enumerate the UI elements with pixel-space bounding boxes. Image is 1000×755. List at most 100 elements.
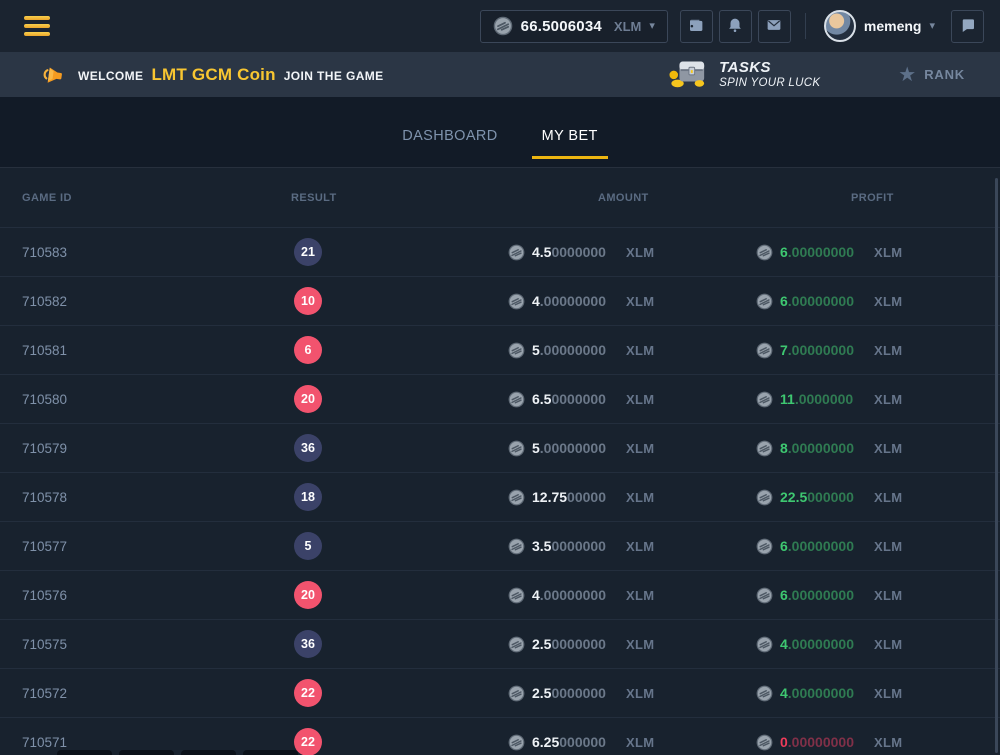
welcome-message: WELCOME LMT GCM Coin JOIN THE GAME: [78, 65, 384, 85]
table-row[interactable]: 710576 20 4.00000000 XLM 6.00000000 XLM: [0, 570, 1000, 619]
amount-value: 5.00000000: [532, 342, 606, 358]
table-row[interactable]: 710575 36 2.50000000 XLM 4.00000000 XLM: [0, 619, 1000, 668]
result-badge: 6: [294, 336, 322, 364]
game-id: 710578: [22, 489, 68, 505]
divider: [804, 13, 806, 39]
profit-cell: 4.00000000 XLM: [740, 636, 1000, 653]
stellar-coin-icon: [508, 685, 525, 702]
game-id: 710571: [22, 734, 68, 750]
profit-currency: XLM: [874, 538, 903, 554]
amount-cell: 6.25000000 XLM: [490, 734, 740, 751]
amount-currency: XLM: [626, 587, 655, 603]
chevron-down-icon: ▾: [649, 19, 655, 32]
stellar-coin-icon: [756, 391, 773, 408]
table-row[interactable]: 710571 22 6.25000000 XLM 0.00000000 XLM: [0, 717, 1000, 755]
amount-currency: XLM: [626, 440, 655, 456]
header-profit: PROFIT: [851, 191, 894, 204]
profit-cell: 4.00000000 XLM: [740, 685, 1000, 702]
result-badge: 18: [294, 483, 322, 511]
game-id: 710576: [22, 587, 68, 603]
profit-cell: 22.5000000 XLM: [740, 489, 1000, 506]
tasks-subtitle: SPIN YOUR LUCK: [719, 76, 821, 89]
messages-button[interactable]: [757, 9, 791, 43]
rank-widget[interactable]: ★ RANK: [898, 65, 965, 85]
welcome-prefix: WELCOME: [78, 68, 144, 83]
table-header: GAME ID RESULT AMOUNT PROFIT: [0, 168, 1000, 227]
notifications-button[interactable]: [718, 9, 752, 43]
bell-icon: [726, 16, 744, 37]
wallet-button[interactable]: [679, 9, 713, 43]
bottom-peek: [119, 750, 174, 755]
amount-cell: 5.00000000 XLM: [490, 342, 740, 359]
table-row[interactable]: 710572 22 2.50000000 XLM 4.00000000 XLM: [0, 668, 1000, 717]
result-badge: 22: [294, 728, 322, 755]
scrollbar[interactable]: [995, 178, 998, 753]
profit-value: 4.00000000: [780, 636, 854, 652]
star-icon: ★: [898, 63, 917, 86]
table-row[interactable]: 710582 10 4.00000000 XLM 6.00000000 XLM: [0, 276, 1000, 325]
table-row[interactable]: 710579 36 5.00000000 XLM 8.00000000 XLM: [0, 423, 1000, 472]
profit-value: 4.00000000: [780, 685, 854, 701]
amount-currency: XLM: [626, 538, 655, 554]
profit-value: 6.00000000: [780, 587, 854, 603]
stellar-coin-icon: [508, 342, 525, 359]
table-row[interactable]: 710583 21 4.50000000 XLM 6.00000000 XLM: [0, 227, 1000, 276]
profit-currency: XLM: [874, 636, 903, 652]
amount-cell: 6.50000000 XLM: [490, 391, 740, 408]
stellar-coin-icon: [508, 489, 525, 506]
tab-dashboard[interactable]: DASHBOARD: [402, 128, 498, 144]
game-id: 710580: [22, 391, 68, 407]
table-row[interactable]: 710578 18 12.7500000 XLM 22.5000000 XLM: [0, 472, 1000, 521]
chat-button[interactable]: [951, 9, 984, 43]
table-row[interactable]: 710581 6 5.00000000 XLM 7.00000000 XLM: [0, 325, 1000, 374]
profit-value: 11.0000000: [780, 391, 854, 407]
amount-value: 5.00000000: [532, 440, 606, 456]
profit-currency: XLM: [874, 342, 903, 358]
amount-value: 2.50000000: [532, 636, 606, 652]
balance-selector[interactable]: 66.5006034 XLM ▾: [479, 9, 668, 43]
table-row[interactable]: 710580 20 6.50000000 XLM 11.0000000 XLM: [0, 374, 1000, 423]
result-badge: 21: [294, 238, 322, 266]
amount-value: 4.00000000: [532, 587, 606, 603]
result-badge: 36: [294, 434, 322, 462]
amount-cell: 4.50000000 XLM: [490, 244, 740, 261]
stellar-coin-icon: [756, 489, 773, 506]
chevron-down-icon: ▾: [929, 19, 935, 32]
profit-value: 6.00000000: [780, 244, 854, 260]
stellar-coin-icon: [756, 440, 773, 457]
result-badge: 20: [294, 385, 322, 413]
stellar-coin-icon: [508, 440, 525, 457]
avatar: [823, 10, 856, 42]
tab-my-bet[interactable]: MY BET: [531, 128, 608, 159]
profit-currency: XLM: [874, 587, 903, 603]
amount-value: 4.00000000: [532, 293, 606, 309]
table-row[interactable]: 710577 5 3.50000000 XLM 6.00000000 XLM: [0, 521, 1000, 570]
amount-currency: XLM: [626, 685, 655, 701]
result-badge: 10: [294, 287, 322, 315]
result-badge: 5: [294, 532, 322, 560]
topbar: 66.5006034 XLM ▾ memeng ▾: [0, 0, 1000, 52]
game-id: 710572: [22, 685, 68, 701]
amount-value: 3.50000000: [532, 538, 606, 554]
stellar-coin-icon: [508, 391, 525, 408]
profit-cell: 11.0000000 XLM: [740, 391, 1000, 408]
bottom-peek: [57, 750, 112, 755]
profit-currency: XLM: [874, 244, 903, 260]
profit-cell: 7.00000000 XLM: [740, 342, 1000, 359]
amount-value: 6.25000000: [532, 734, 606, 750]
bottom-peek: [181, 750, 236, 755]
header-result: RESULT: [291, 191, 337, 204]
game-id: 710577: [22, 538, 68, 554]
amount-cell: 3.50000000 XLM: [490, 538, 740, 555]
profit-currency: XLM: [874, 293, 903, 309]
amount-cell: 4.00000000 XLM: [490, 293, 740, 310]
stellar-coin-icon: [756, 685, 773, 702]
profit-currency: XLM: [874, 685, 903, 701]
stellar-coin-icon: [756, 636, 773, 653]
profit-cell: 6.00000000 XLM: [740, 587, 1000, 604]
tasks-widget[interactable]: TASKS SPIN YOUR LUCK: [667, 53, 820, 96]
user-menu[interactable]: memeng ▾: [823, 10, 935, 42]
stellar-coin-icon: [508, 636, 525, 653]
menu-icon[interactable]: [24, 16, 50, 36]
game-id: 710579: [22, 440, 68, 456]
